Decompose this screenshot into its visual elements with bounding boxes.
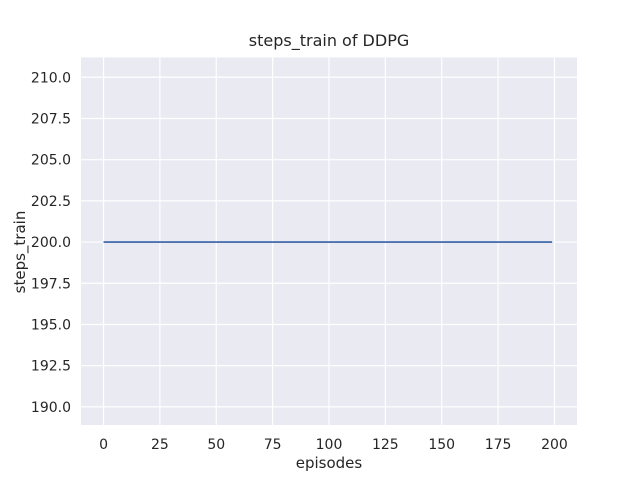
y-tick-label: 197.5 [31,276,71,292]
x-tick-label: 175 [485,437,512,453]
x-tick-label: 75 [264,437,282,453]
y-tick-labels: 190.0 192.5 195.0 197.5 200.0 202.5 205.0 207.5… [31,70,71,416]
x-axis-label: episodes [296,454,363,472]
x-tick-label: 0 [99,437,108,453]
x-tick-labels: 0 25 50 75 100 125 150 175 200 [99,437,568,453]
y-tick-label: 200.0 [31,235,71,251]
x-tick-label: 200 [541,437,568,453]
x-tick-label: 150 [428,437,455,453]
x-tick-label: 25 [151,437,169,453]
y-tick-label: 207.5 [31,111,71,127]
chart-title: steps_train of DDPG [249,31,409,51]
x-tick-label: 50 [207,437,225,453]
y-axis-label: steps_train [11,211,30,294]
x-tick-label: 100 [316,437,343,453]
y-tick-label: 202.5 [31,194,71,210]
y-tick-label: 195.0 [31,317,71,333]
x-tick-label: 125 [372,437,399,453]
y-tick-label: 210.0 [31,70,71,86]
y-tick-label: 192.5 [31,359,71,375]
y-tick-label: 205.0 [31,153,71,169]
y-tick-label: 190.0 [31,400,71,416]
